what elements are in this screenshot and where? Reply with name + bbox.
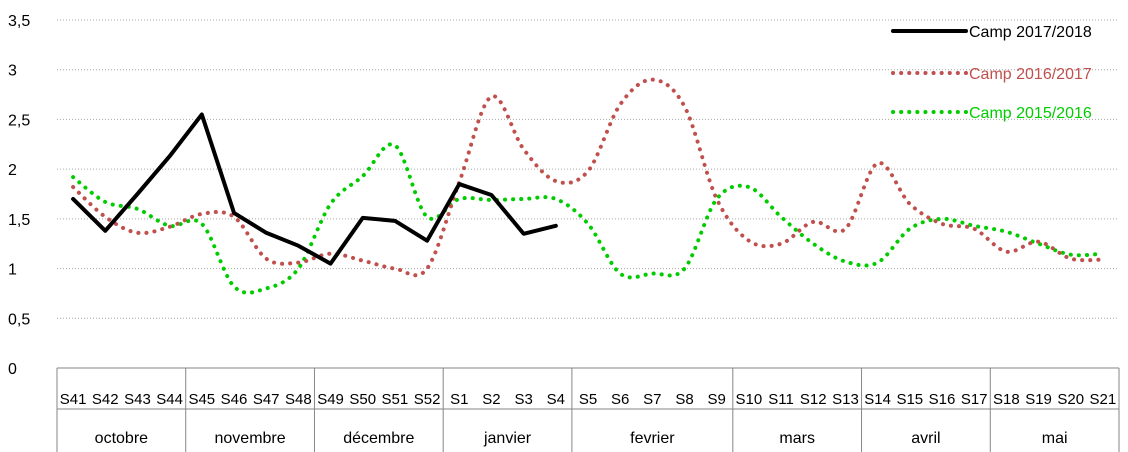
x-tick-label: S1 (450, 391, 468, 408)
x-tick-label: S17 (961, 391, 988, 408)
y-tick-label: 3 (8, 63, 17, 80)
x-tick-label: S12 (800, 391, 827, 408)
month-label: fevrier (630, 430, 675, 447)
x-tick-label: S20 (1057, 391, 1084, 408)
x-tick-label: S13 (832, 391, 859, 408)
y-tick-label: 0 (8, 361, 17, 378)
series-lines (71, 77, 1105, 295)
x-tick-label: S6 (611, 391, 629, 408)
legend-label-2: Camp 2015/2016 (969, 105, 1092, 122)
month-label: octobre (95, 430, 148, 447)
month-label: avril (911, 430, 940, 447)
x-tick-label: S45 (188, 391, 215, 408)
gridlines (57, 19, 1119, 319)
legend: Camp 2017/2018 Camp 2016/2017 Camp 2015/20… (891, 24, 1092, 122)
y-tick-label: 1,5 (8, 212, 30, 229)
x-tick-label: S42 (92, 391, 119, 408)
x-axis: S41 S42 S43 S44 S45 S46 S47 S48 S49 S50 S51 S52 S1 S2… (56, 367, 1120, 452)
y-tick-label: 1 (8, 262, 17, 279)
x-tick-label: S3 (514, 391, 532, 408)
x-tick-label: S44 (156, 391, 183, 408)
x-tick-label: S10 (736, 391, 763, 408)
x-tick-label: S43 (124, 391, 151, 408)
x-tick-label: S48 (285, 391, 312, 408)
x-tick-label: S7 (643, 391, 661, 408)
x-tick-label: S41 (60, 391, 87, 408)
x-tick-label: S14 (864, 391, 891, 408)
x-tick-label: S52 (414, 391, 441, 408)
x-tick-label: S50 (349, 391, 376, 408)
x-tick-label: S18 (993, 391, 1020, 408)
x-tick-label: S51 (382, 391, 409, 408)
month-label: novembre (215, 430, 286, 447)
month-label: mai (1042, 430, 1068, 447)
y-tick-label: 2,5 (8, 112, 30, 129)
y-tick-label: 3,5 (8, 13, 30, 30)
x-tick-label: S19 (1025, 391, 1052, 408)
x-tick-label: S2 (482, 391, 500, 408)
x-tick-label: S5 (579, 391, 597, 408)
legend-label-0: Camp 2017/2018 (969, 24, 1092, 41)
x-tick-label: S9 (708, 391, 726, 408)
y-tick-label: 2 (8, 162, 17, 179)
x-tick-label: S4 (547, 391, 565, 408)
x-tick-label: S47 (253, 391, 280, 408)
legend-label-1: Camp 2016/2017 (969, 66, 1092, 83)
series-line-0 (71, 112, 558, 266)
month-label: janvier (483, 430, 532, 447)
x-tick-label: S15 (896, 391, 923, 408)
series-line-1 (71, 77, 1105, 278)
y-axis-tick-labels: 0 0,5 1 1,5 2 2,5 3 3,5 (8, 13, 30, 378)
x-tick-label: S49 (317, 391, 344, 408)
x-tick-label: S8 (675, 391, 693, 408)
y-tick-label: 0,5 (8, 311, 30, 328)
x-tick-label: S11 (768, 391, 794, 408)
month-label: mars (779, 430, 815, 447)
x-tick-label: S21 (1090, 391, 1117, 408)
x-tick-label: S16 (929, 391, 956, 408)
x-tick-label: S46 (221, 391, 248, 408)
series-line-2 (71, 142, 1105, 295)
month-label: décembre (343, 430, 414, 447)
